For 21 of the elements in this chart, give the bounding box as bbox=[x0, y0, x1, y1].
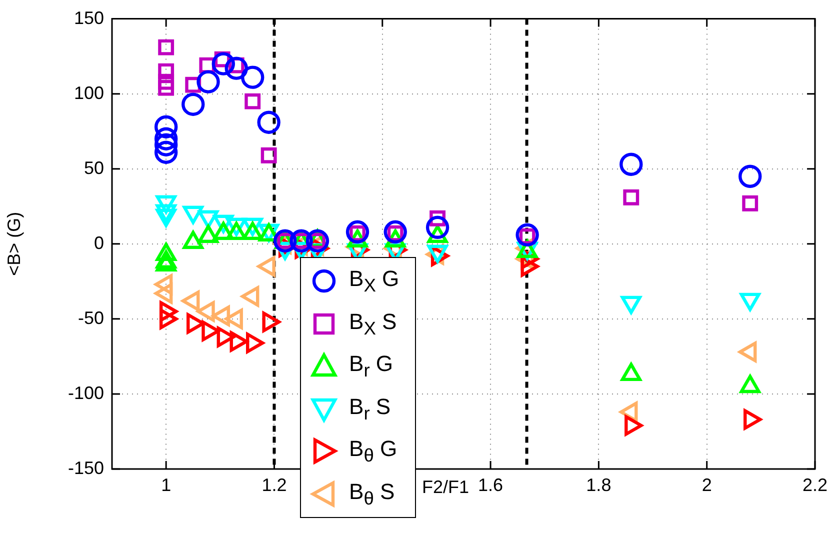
x-tick-label: 1.6 bbox=[478, 474, 504, 495]
legend-label: B$_{r}$ G bbox=[349, 351, 394, 382]
y-tick-label: 100 bbox=[74, 82, 104, 103]
y-tick-label: 150 bbox=[74, 8, 104, 28]
x-tick-label: 2.2 bbox=[802, 474, 828, 495]
x-tick-label: 1 bbox=[161, 474, 172, 495]
y-tick-label: 50 bbox=[84, 158, 104, 178]
legend-label: B$_{θ}$ S bbox=[349, 478, 395, 509]
legend-label: B$_{θ}$ G bbox=[349, 436, 398, 466]
y-tick-label: -100 bbox=[68, 382, 104, 403]
x-axis-title: F2/F1 bbox=[422, 476, 470, 497]
x-tick-label: 1.8 bbox=[586, 474, 612, 495]
x-tick-label: 2 bbox=[702, 474, 712, 495]
y-tick-label: -150 bbox=[68, 458, 104, 478]
legend-label: B$_{X}$ S bbox=[349, 308, 397, 339]
y-tick-label: 0 bbox=[94, 232, 104, 253]
y-axis-title: <B> (G) bbox=[4, 212, 24, 276]
y-tick-label: -50 bbox=[78, 308, 104, 328]
legend-label: B$_{r}$ S bbox=[349, 394, 391, 424]
legend-label: B$_{X}$ G bbox=[349, 266, 400, 296]
x-tick-label: 1.2 bbox=[262, 474, 287, 495]
